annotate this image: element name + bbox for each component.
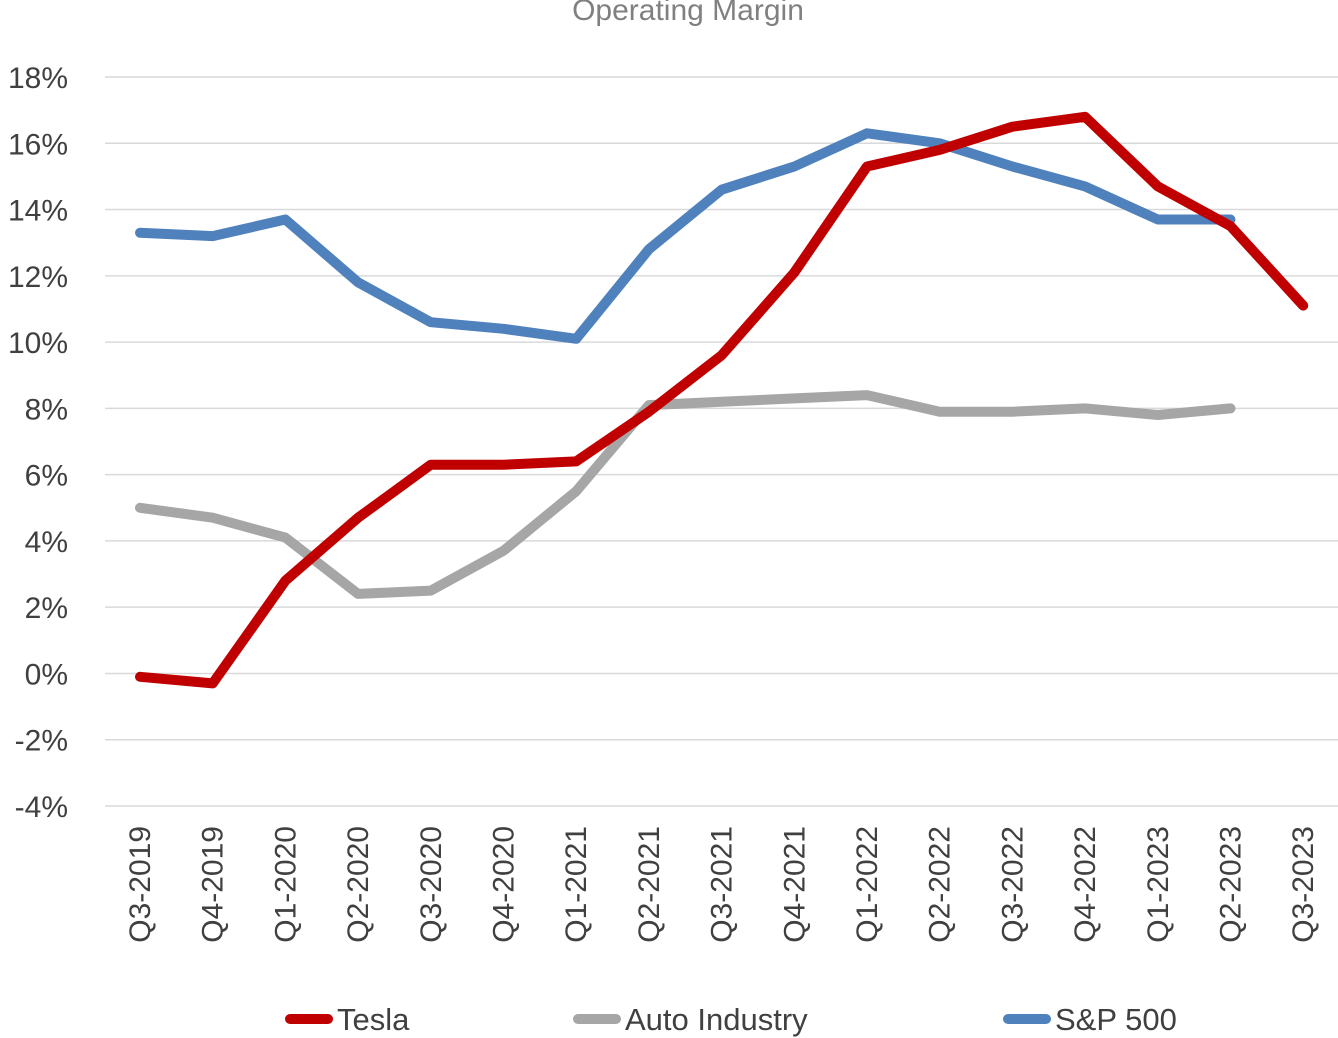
x-tick-label: Q4-2021: [778, 826, 811, 943]
legend: Tesla Auto Industry S&P 500: [285, 1002, 1177, 1037]
legend-label-tesla: Tesla: [337, 1002, 410, 1037]
x-tick-label: Q2-2022: [924, 826, 957, 943]
x-tick-label: Q3-2021: [706, 826, 739, 943]
y-tick-label: 2%: [25, 592, 68, 625]
x-tick-label: Q1-2021: [560, 826, 593, 943]
x-tick-label: Q2-2020: [342, 826, 375, 943]
y-tick-label: 14%: [8, 195, 68, 228]
series-line-tesla: [135, 111, 1309, 689]
x-tick-label: Q4-2019: [197, 826, 230, 943]
chart-title: Operating Margin: [572, 0, 804, 27]
y-tick-label: 4%: [25, 526, 68, 559]
x-tick-label: Q3-2020: [415, 826, 448, 943]
series-line-auto-industry: [135, 390, 1236, 599]
x-tick-label: Q3-2023: [1287, 826, 1320, 943]
x-axis-ticks: Q3-2019 Q4-2019 Q1-2020 Q2-2020 Q3-2020 Q4-20…: [124, 826, 1320, 943]
y-tick-label: 6%: [25, 460, 68, 493]
y-tick-label: 16%: [8, 128, 68, 161]
x-tick-label: Q1-2020: [269, 826, 302, 943]
legend-label-auto-industry: Auto Industry: [625, 1002, 808, 1037]
legend-label-s-p-500: S&P 500: [1055, 1002, 1177, 1037]
series-lines: [135, 111, 1309, 689]
x-tick-label: Q4-2020: [488, 826, 521, 943]
y-axis-ticks: -4% -2% 0% 2% 4% 6% 8% 10% 12% 14% 16% 18%: [8, 62, 68, 824]
y-tick-label: -4%: [15, 791, 68, 824]
y-tick-label: 0%: [25, 658, 68, 691]
x-tick-label: Q2-2021: [633, 826, 666, 943]
y-tick-label: 8%: [25, 393, 68, 426]
x-tick-label: Q1-2023: [1142, 826, 1175, 943]
y-tick-label: 18%: [8, 62, 68, 95]
x-tick-label: Q3-2019: [124, 826, 157, 943]
x-tick-label: Q1-2022: [851, 826, 884, 943]
x-tick-label: Q2-2023: [1215, 826, 1248, 943]
y-tick-label: 10%: [8, 327, 68, 360]
x-tick-label: Q4-2022: [1069, 826, 1102, 943]
series-line-s-p-500: [135, 128, 1236, 344]
y-tick-label: -2%: [15, 725, 68, 758]
x-tick-label: Q3-2022: [996, 826, 1029, 943]
y-tick-label: 12%: [8, 261, 68, 294]
